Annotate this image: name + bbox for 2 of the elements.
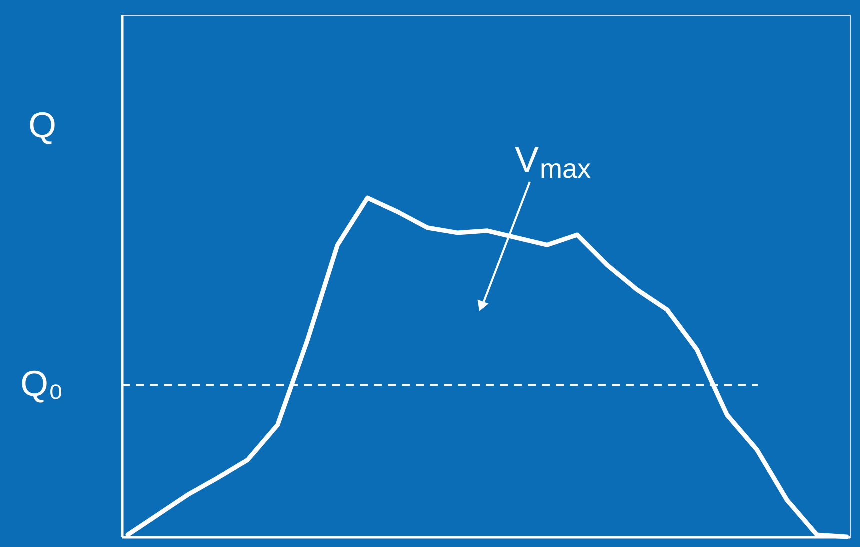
ref-line-label: Q₀: [20, 363, 64, 404]
y-axis-title: Q: [28, 104, 57, 146]
